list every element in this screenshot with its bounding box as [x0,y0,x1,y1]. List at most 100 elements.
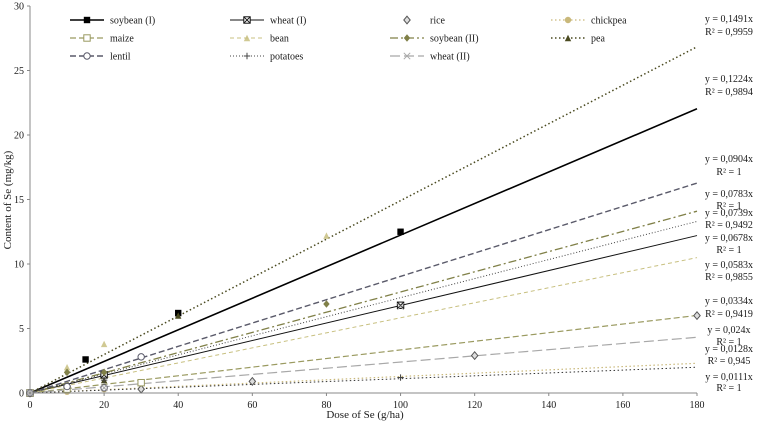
point-wheat-ii [100,384,108,392]
point-soybean-ii [63,368,71,377]
legend: soybean (I) wheat (I) rice chickpea maize bea… [70,15,627,63]
legend-label: potatoes [270,52,303,63]
point-rice [470,351,479,361]
x-tick-label: 120 [467,400,482,411]
legend-item-soybean-i: soybean (I) [70,16,155,27]
legend-marker [83,16,91,24]
point-rice [248,376,257,386]
x-tick-label: 100 [393,400,408,411]
legend-item-maize: maize [70,34,134,45]
trendline-potatoes [29,220,698,394]
equation-text: y = 0,0334x [705,296,753,307]
legend-marker [403,52,411,60]
point-lentil [137,353,145,361]
r-squared-text: R² = 0,9959 [705,27,753,38]
r-squared-text: R² = 1 [716,167,741,178]
legend-item-wheat-i: wheat (I) [230,16,306,27]
legend-marker [243,52,251,60]
equation-text: y = 0,024x [707,325,750,336]
equation-text: y = 0,0111x [705,372,752,383]
trendline-soybean-ii [29,210,698,394]
x-axis-title: Dose of Se (g/ha) [326,409,404,421]
point-potatoes [100,376,108,384]
legend-label: lentil [110,52,131,63]
equation-text: y = 0,0739x [705,208,753,219]
y-tick-label: 5 [19,324,24,335]
point-maize [137,378,145,387]
legend-label: wheat (I) [270,16,306,27]
legend-item-lentil: lentil [70,52,131,63]
legend-marker [83,52,91,60]
x-tick-label: 80 [321,400,331,411]
data-markers [26,228,701,398]
legend-marker [403,34,411,42]
legend-label: soybean (II) [430,34,479,45]
x-tick-label: 140 [541,400,556,411]
y-axis-title: Content of Se (mg/kg) [2,150,14,249]
x-tick-label: 60 [247,400,257,411]
legend-item-soybean-ii: soybean (II) [390,34,479,45]
x-tick-label: 20 [99,400,109,411]
point-bean [100,340,108,348]
legend-marker [564,34,572,42]
x-tick-label: 0 [28,400,33,411]
legend-marker [83,34,91,42]
y-tick-label: 0 [19,389,24,400]
legend-label: soybean (I) [110,16,155,27]
legend-item-potatoes: potatoes [230,52,303,63]
r-squared-text: R² = 0,9855 [705,272,753,283]
legend-label: wheat (II) [430,52,470,63]
r-squared-text: R² = 0,9419 [705,309,753,320]
y-tick-label: 30 [14,2,24,13]
trendline-chickpea [29,362,698,394]
legend-item-rice: rice [403,15,446,27]
equation-text: y = 0,0583x [705,260,753,271]
y-tick-label: 10 [14,260,24,271]
y-tick-label: 15 [14,195,24,206]
legend-label: bean [270,34,289,45]
trendline-maize [29,314,698,394]
trendline-soybean-i [29,108,698,394]
trendline-y-0-0111x [29,366,698,394]
equation-text: y = 0,0783x [705,189,753,200]
y-tick-label: 25 [14,66,24,77]
legend-label: pea [591,34,605,45]
legend-item-pea: pea [551,34,605,45]
legend-label: rice [430,16,446,27]
x-tick-label: 180 [690,400,705,411]
equation-label-maize: y = 0,0334x R² = 0,9419 [705,296,753,320]
equation-label-pea: y = 0,1491x R² = 0,9959 [705,14,753,38]
trendline-lentil [29,182,698,394]
x-axis-ticks: 0 20 40 60 80 100 120 140 160 180 [28,393,705,411]
legend-item-wheat-ii: wheat (II) [390,52,470,63]
regression-lines [29,46,698,394]
trendline-pea [29,46,698,394]
legend-item-chickpea: chickpea [551,16,627,27]
r-squared-text: R² = 1 [716,337,741,348]
legend-marker [403,15,411,25]
equation-text: y = 0,0128x [705,344,753,355]
point-soybean-i [82,356,89,363]
y-axis-ticks: 0 5 10 15 20 25 30 [14,2,30,400]
y-tick-label: 20 [14,131,24,142]
legend-label: chickpea [591,16,627,27]
legend-marker [243,16,251,24]
r-squared-text: R² = 1 [716,383,741,394]
point-lentil [63,382,71,391]
point-bean [323,232,330,239]
point-wheat-i [396,301,405,309]
point-soybean-ii [323,300,330,308]
equation-text: y = 0,0904x [705,154,753,165]
x-tick-label: 40 [173,400,183,411]
r-squared-text: R² = 1 [716,201,741,212]
x-tick-label: 160 [615,400,630,411]
trendline-bean [29,257,698,394]
legend-label: maize [110,34,134,45]
point-rice [137,384,146,394]
